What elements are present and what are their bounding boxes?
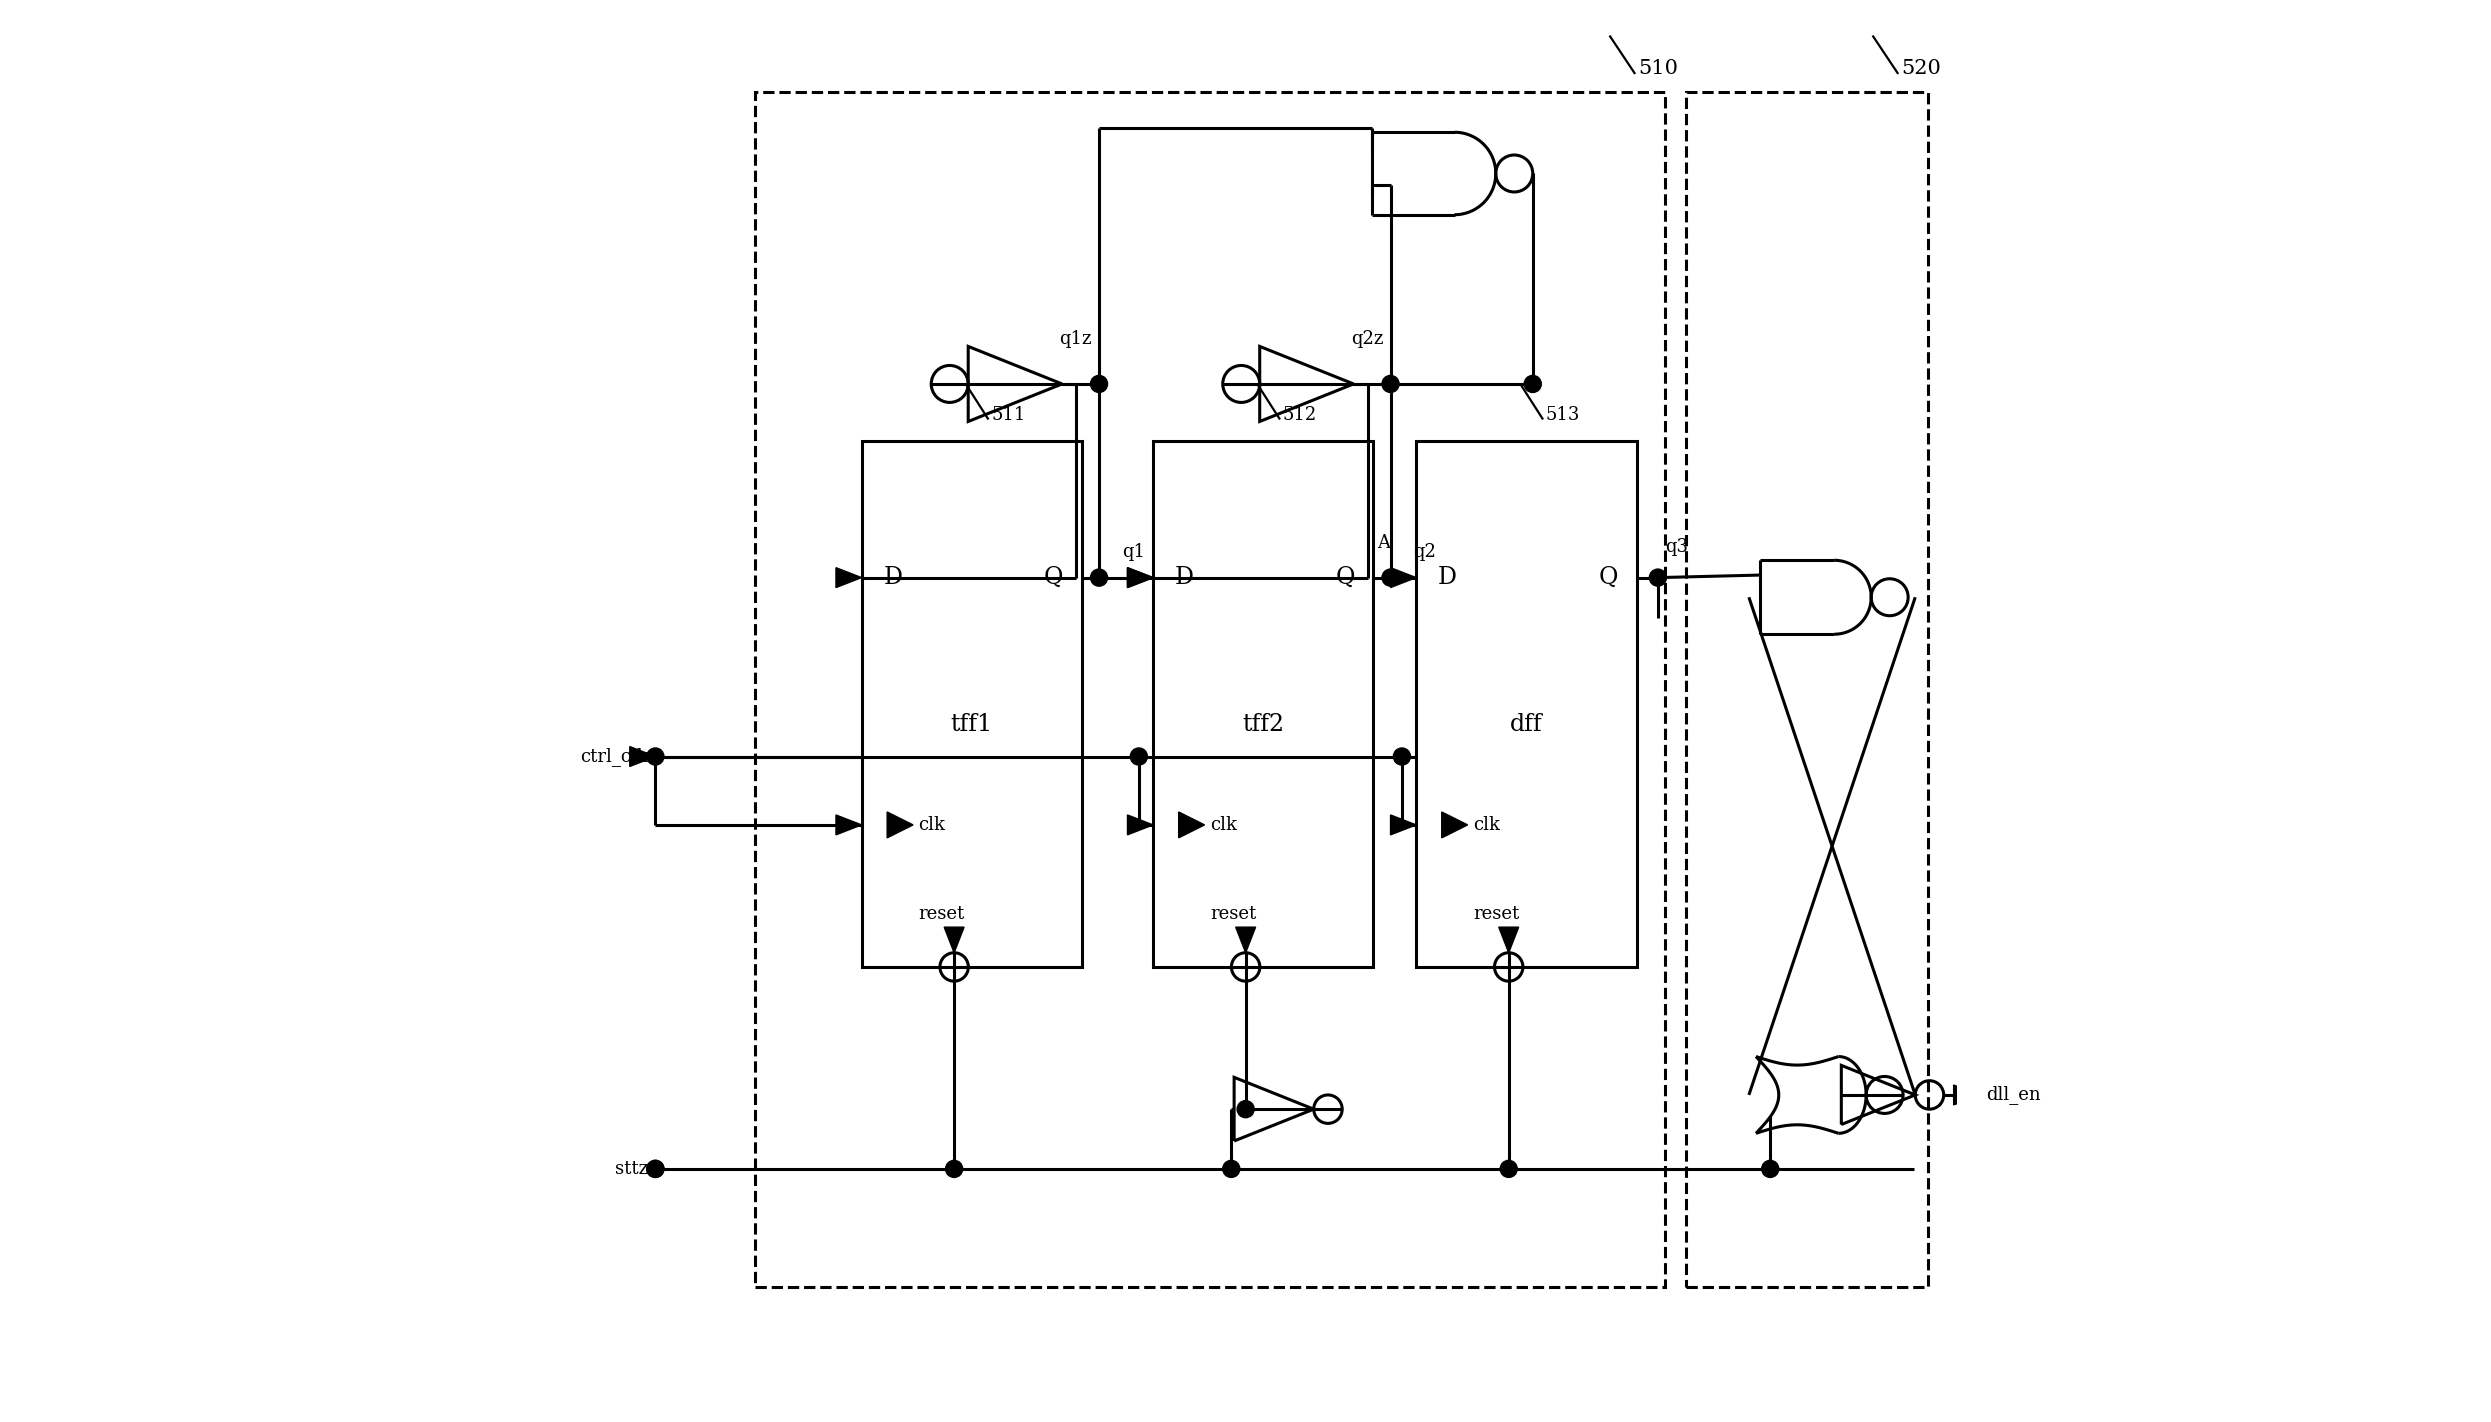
Text: D: D [1176, 566, 1193, 589]
Text: reset: reset [1211, 906, 1255, 923]
Circle shape [1131, 748, 1148, 765]
Circle shape [1649, 569, 1666, 586]
Circle shape [1091, 375, 1108, 392]
Polygon shape [1128, 815, 1153, 835]
Circle shape [1761, 1160, 1779, 1177]
Polygon shape [1236, 927, 1255, 953]
Polygon shape [837, 567, 862, 587]
Text: clk: clk [919, 816, 947, 833]
Text: Q: Q [1044, 566, 1064, 589]
Text: 512: 512 [1283, 405, 1318, 424]
Text: Q: Q [1335, 566, 1355, 589]
Polygon shape [1128, 567, 1153, 587]
Circle shape [1524, 375, 1542, 392]
Bar [1417, 441, 1637, 967]
Text: 513: 513 [1547, 405, 1579, 424]
Text: q1: q1 [1121, 543, 1146, 560]
Polygon shape [1500, 927, 1520, 953]
Text: ctrl_clk: ctrl_clk [580, 747, 648, 766]
Text: 520: 520 [1901, 60, 1940, 78]
Polygon shape [1128, 567, 1153, 587]
Text: 510: 510 [1639, 60, 1679, 78]
Circle shape [1223, 1160, 1241, 1177]
Circle shape [947, 1160, 962, 1177]
Circle shape [648, 1160, 665, 1177]
Bar [755, 92, 1664, 1287]
Text: q3: q3 [1664, 539, 1689, 556]
Text: q1z: q1z [1059, 330, 1091, 348]
Text: D: D [1437, 566, 1457, 589]
Polygon shape [1178, 812, 1206, 838]
Polygon shape [630, 747, 655, 766]
Text: tff2: tff2 [1243, 714, 1285, 737]
Text: Q: Q [1599, 566, 1617, 589]
Circle shape [1091, 569, 1108, 586]
Circle shape [1383, 569, 1400, 586]
Circle shape [648, 1160, 665, 1177]
Text: reset: reset [1472, 906, 1520, 923]
Polygon shape [1390, 815, 1417, 835]
Circle shape [648, 748, 665, 765]
Circle shape [1383, 375, 1400, 392]
Polygon shape [1390, 567, 1417, 587]
Polygon shape [944, 927, 964, 953]
Polygon shape [1953, 1085, 1980, 1105]
Polygon shape [837, 815, 862, 835]
Circle shape [1392, 748, 1410, 765]
Text: reset: reset [919, 906, 964, 923]
Bar [1153, 441, 1373, 967]
Text: q2: q2 [1412, 543, 1437, 560]
Text: dll_en: dll_en [1985, 1085, 2040, 1105]
Text: sttz: sttz [615, 1160, 648, 1177]
Bar [1686, 92, 1928, 1287]
Polygon shape [1442, 812, 1467, 838]
Text: clk: clk [1211, 816, 1238, 833]
Text: 511: 511 [991, 405, 1026, 424]
Text: clk: clk [1472, 816, 1500, 833]
Text: dff: dff [1510, 714, 1542, 737]
Text: A: A [1378, 535, 1390, 552]
Text: tff1: tff1 [952, 714, 994, 737]
Circle shape [1500, 1160, 1517, 1177]
Polygon shape [887, 812, 914, 838]
Text: q2z: q2z [1350, 330, 1383, 348]
Circle shape [1238, 1101, 1253, 1118]
Bar [862, 441, 1081, 967]
Text: D: D [884, 566, 902, 589]
